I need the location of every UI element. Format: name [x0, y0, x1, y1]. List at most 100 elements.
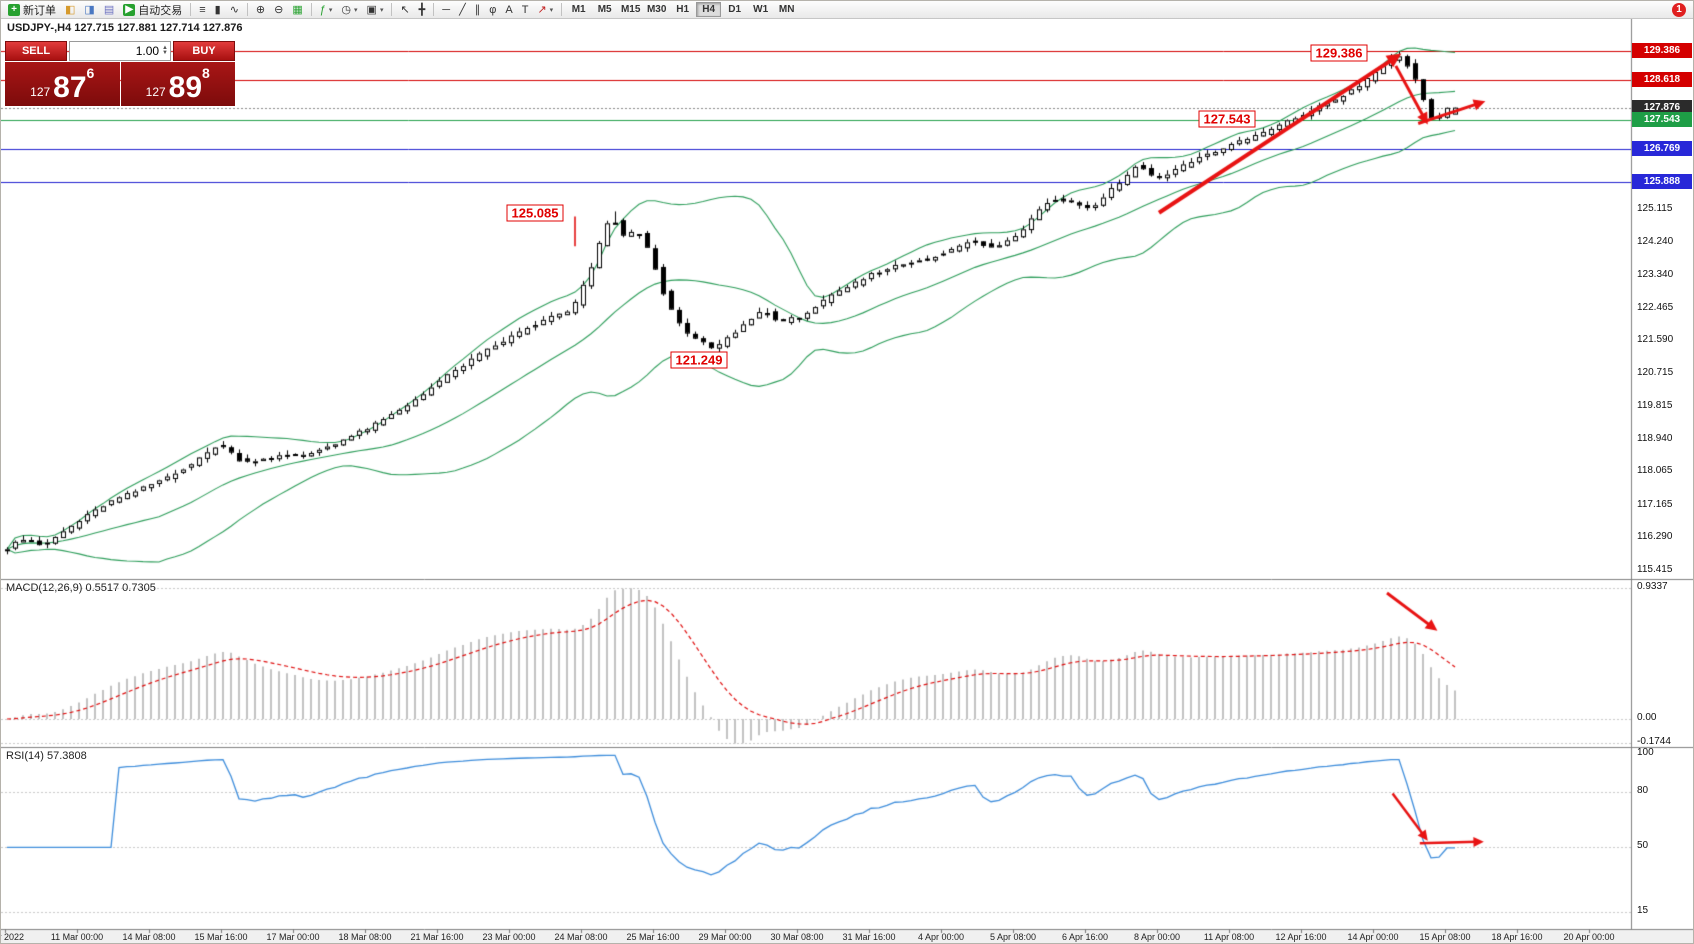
price-annotation[interactable]: 129.386	[1310, 44, 1368, 62]
zoom-in-icon: ⊕	[255, 3, 266, 16]
templates-icon[interactable]: ▣ ▾	[363, 2, 388, 18]
toolbar-separator	[310, 3, 312, 16]
price-annotation[interactable]: 125.085	[506, 204, 564, 222]
arrows-tool-icon: ↗	[537, 3, 547, 16]
navigator-icon: ◨	[84, 3, 95, 16]
terminal-icon: ▤	[103, 3, 115, 16]
autotrading-icon: ▶	[123, 3, 136, 16]
macd-scale-label: -0.1744	[1637, 736, 1671, 748]
market-watch-icon: ◧	[65, 3, 76, 16]
ask-pip: 8	[202, 65, 210, 81]
candlestick-icon[interactable]: ▮	[211, 2, 225, 18]
price-scale-label: 124.240	[1637, 235, 1674, 247]
time-axis-label: 14 Apr 00:00	[1347, 932, 1399, 942]
timeframe-m15-button[interactable]: M15	[618, 2, 643, 17]
time-axis-label: 8 Apr 00:00	[1133, 932, 1181, 942]
horizontal-line-icon[interactable]: ─	[438, 2, 454, 18]
price-scale-label: 121.590	[1637, 334, 1674, 346]
time-axis-label: 20 Apr 00:00	[1563, 932, 1615, 942]
price-annotation[interactable]: 127.543	[1198, 110, 1256, 128]
price-annotation[interactable]: 121.249	[670, 351, 728, 369]
trendline-icon[interactable]: ╱	[455, 2, 470, 18]
toolbar-separator	[190, 3, 192, 16]
toolbar-separator	[561, 3, 563, 16]
zoom-in-icon[interactable]: ⊕	[252, 2, 269, 18]
crosshair-icon: ╋	[418, 3, 426, 16]
price-tag: 128.618	[1632, 72, 1692, 88]
price-scale-label: 118.940	[1637, 432, 1673, 444]
toolbar-button-label: 自动交易	[138, 4, 183, 17]
price-scale-label: 116.290	[1637, 531, 1673, 543]
fibonacci-icon[interactable]: φ	[485, 2, 500, 18]
time-axis-label: 29 Mar 00:00	[698, 932, 752, 942]
time-axis-label: 14 Mar 08:00	[122, 932, 176, 942]
timeframe-m30-button[interactable]: M30	[644, 2, 669, 17]
zoom-out-icon[interactable]: ⊖	[270, 2, 287, 18]
time-axis-label: 30 Mar 08:00	[770, 932, 824, 942]
macd-scale-label: 0.9337	[1637, 581, 1668, 593]
volume-stepper[interactable]: 1.00 ▲ ▼	[69, 41, 171, 61]
dropdown-caret-icon: ▾	[354, 6, 358, 14]
price-scale-label: 125.115	[1637, 203, 1673, 215]
ask-main: 89	[168, 71, 203, 104]
time-axis-label: 11 Mar 00:00	[50, 932, 104, 942]
new-order-button[interactable]: + 新订单	[4, 2, 60, 18]
toolbar-separator	[391, 3, 393, 16]
arrows-tool-icon[interactable]: ↗ ▾	[533, 2, 557, 18]
price-scale-label: 119.815	[1637, 400, 1673, 412]
timeframe-m1-button[interactable]: M1	[566, 2, 591, 17]
dropdown-caret-icon: ▾	[379, 6, 384, 14]
channel-icon: ∥	[474, 3, 481, 16]
price-scale-label: 120.715	[1637, 366, 1674, 378]
tile-windows-icon[interactable]: ▦	[288, 2, 306, 18]
price-chart-canvas[interactable]	[1, 19, 1693, 943]
time-axis-label: 15 Apr 08:00	[1419, 932, 1471, 942]
timeframe-mn-button[interactable]: MN	[774, 2, 799, 17]
market-watch-icon[interactable]: ◧	[61, 2, 79, 18]
rsi-scale-label: 15	[1637, 905, 1649, 917]
crosshair-icon[interactable]: ╋	[415, 2, 430, 18]
timeframe-w1-button[interactable]: W1	[748, 2, 773, 17]
ask-price[interactable]: 127 89 8	[120, 62, 235, 106]
bid-main: 87	[53, 71, 87, 104]
line-chart-icon[interactable]: ∿	[226, 2, 243, 18]
buy-button[interactable]: BUY	[173, 41, 235, 61]
time-axis-label: 17 Mar 00:00	[266, 932, 320, 942]
fibonacci-icon: φ	[489, 3, 497, 16]
channel-icon[interactable]: ∥	[471, 2, 485, 18]
price-scale-label: 123.340	[1637, 269, 1674, 281]
time-axis-label: 5 Apr 08:00	[989, 932, 1037, 942]
text-icon: A	[505, 3, 513, 16]
new-order-icon: +	[8, 3, 20, 16]
toolbar-separator	[433, 3, 435, 16]
periods-icon[interactable]: ◷ ▾	[337, 2, 361, 18]
spin-down-icon[interactable]: ▼	[162, 50, 168, 56]
text-icon[interactable]: A	[501, 2, 516, 18]
spin-up-icon[interactable]: ▲	[162, 45, 168, 51]
sell-button[interactable]: SELL	[5, 41, 67, 61]
indicators-icon[interactable]: ƒ ▾	[316, 2, 337, 18]
label-icon[interactable]: T	[518, 2, 533, 18]
timeframe-h1-button[interactable]: H1	[670, 2, 695, 17]
periods-icon: ◷	[341, 3, 352, 16]
timeframe-h4-button[interactable]: H4	[696, 2, 722, 17]
time-axis-label: Mar 2022	[1, 932, 25, 942]
price-scale-label: 118.065	[1637, 465, 1673, 477]
time-axis-label: 12 Apr 16:00	[1275, 932, 1327, 942]
bid-price[interactable]: 127 87 6	[5, 62, 120, 106]
volume-value: 1.00	[135, 44, 160, 58]
notification-badge[interactable]: 1	[1672, 2, 1686, 17]
navigator-icon[interactable]: ◨	[80, 2, 98, 18]
bar-chart-icon: ≡	[199, 3, 206, 16]
volume-spin-buttons[interactable]: ▲ ▼	[162, 45, 168, 56]
tile-windows-icon: ▦	[292, 3, 303, 16]
autotrading-button[interactable]: ▶ 自动交易	[119, 2, 186, 18]
bar-chart-icon[interactable]: ≡	[195, 2, 209, 18]
cursor-icon[interactable]: ↖	[396, 2, 413, 18]
time-axis-label: 18 Apr 16:00	[1491, 932, 1543, 942]
terminal-icon[interactable]: ▤	[100, 2, 118, 18]
timeframe-d1-button[interactable]: D1	[722, 2, 747, 17]
timeframe-m5-button[interactable]: M5	[592, 2, 617, 17]
toolbar-button-label: 新订单	[23, 4, 56, 17]
